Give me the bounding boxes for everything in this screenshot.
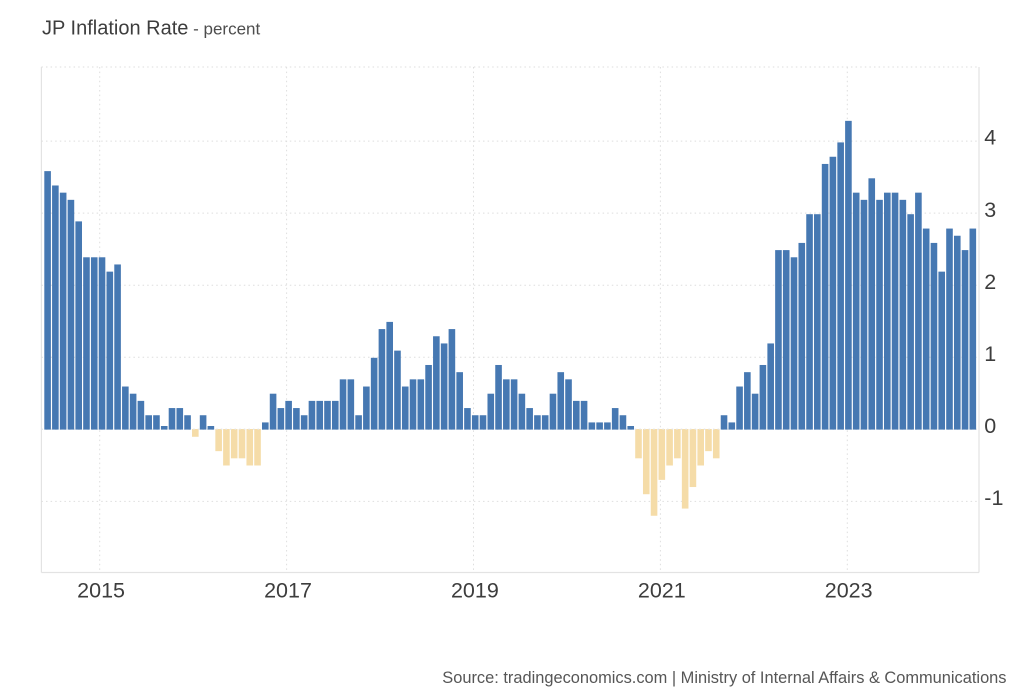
- svg-text:4: 4: [984, 126, 996, 150]
- svg-text:2023: 2023: [825, 579, 873, 603]
- svg-text:2015: 2015: [77, 579, 125, 603]
- svg-text:2017: 2017: [264, 579, 312, 603]
- svg-text:2019: 2019: [451, 579, 499, 603]
- svg-text:2: 2: [984, 270, 996, 294]
- svg-text:Source: tradingeconomics.com |: Source: tradingeconomics.com | Ministry …: [442, 669, 1006, 687]
- svg-text:1: 1: [984, 342, 996, 366]
- svg-text:0: 0: [984, 414, 996, 438]
- svg-text:JP Inflation Rate - percent: JP Inflation Rate - percent: [42, 18, 260, 40]
- svg-text:3: 3: [984, 198, 996, 222]
- svg-text:2021: 2021: [638, 579, 686, 603]
- svg-text:-1: -1: [984, 486, 1003, 510]
